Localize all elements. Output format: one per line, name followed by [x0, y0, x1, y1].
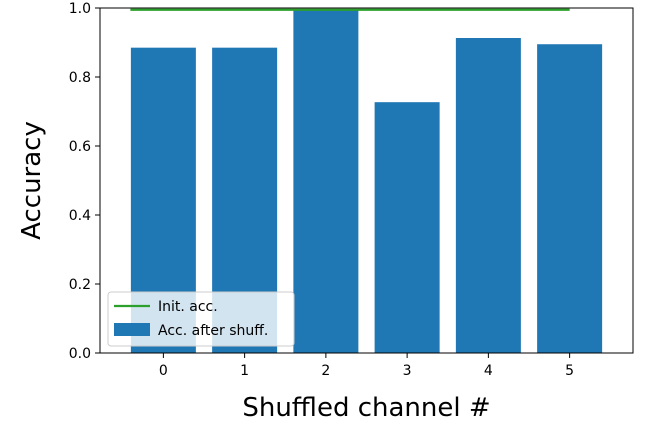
x-tick-label: 4: [484, 363, 493, 379]
x-axis-label: Shuffled channel #: [242, 393, 490, 423]
y-tick-label: 0.4: [69, 208, 91, 224]
y-tick-label: 0.6: [69, 139, 91, 155]
y-tick-label: 0.8: [69, 70, 91, 86]
bar-3: [374, 102, 440, 353]
x-tick-label: 5: [565, 363, 574, 379]
legend-swatch-acc-after: [114, 323, 150, 336]
legend-box: [107, 291, 295, 347]
legend-label-init-acc: Init. acc.: [158, 299, 218, 315]
y-tick-label: 0.0: [69, 346, 91, 362]
legend-label-acc-after: Acc. after shuff.: [158, 323, 268, 339]
bar-4: [455, 38, 521, 353]
y-axis: 0.0 0.2 0.4 0.6 0.8 1.0: [69, 1, 100, 362]
x-tick-label: 3: [403, 363, 412, 379]
x-axis: 0 1 2 3 4 5: [159, 353, 574, 379]
x-tick-label: 2: [321, 363, 330, 379]
y-tick-label: 1.0: [69, 1, 91, 17]
plot-frame: [99, 7, 634, 354]
x-tick-label: 1: [240, 363, 249, 379]
bar-2: [293, 9, 359, 353]
y-tick-label: 0.2: [69, 277, 91, 293]
y-axis-label: Accuracy: [17, 121, 47, 240]
bars-layer: [130, 9, 603, 354]
bar-5: [537, 44, 603, 353]
x-tick-label: 0: [159, 363, 168, 379]
legend: Init. acc. Acc. after shuff.: [107, 291, 295, 347]
